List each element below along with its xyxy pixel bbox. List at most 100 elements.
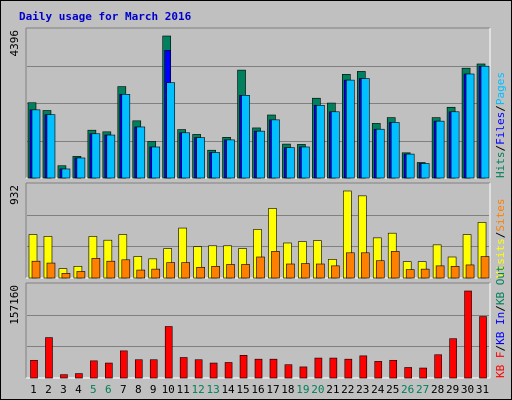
x-tick-day-8: 8 xyxy=(135,383,142,396)
x-tick-day-28: 28 xyxy=(431,383,444,396)
axis-legend-part: KB F xyxy=(494,352,507,379)
day-29-top xyxy=(446,106,460,179)
day-15-middle xyxy=(238,248,250,279)
day-22-top xyxy=(342,74,355,179)
x-tick-day-21: 21 xyxy=(326,383,339,396)
day-17-top xyxy=(267,114,280,179)
day-28-top xyxy=(431,117,445,179)
day-22-bottom xyxy=(344,358,353,379)
axis-legend-bottom: KB F/KB In/KB Out xyxy=(494,265,507,378)
day-17-middle xyxy=(268,208,280,279)
axis-legend-top: Hits/Files/Pages xyxy=(494,72,507,178)
pages-bar xyxy=(286,147,295,179)
pages-bar xyxy=(435,120,445,179)
sites-bar xyxy=(390,251,400,279)
day-9-top xyxy=(147,141,161,179)
sites-bar xyxy=(405,269,415,279)
day-13-bottom xyxy=(209,362,218,379)
x-tick-day-5: 5 xyxy=(90,383,97,396)
kbf-bar xyxy=(45,337,53,379)
sites-bar xyxy=(211,266,220,279)
kbf-bar xyxy=(269,358,278,379)
day-21-top xyxy=(327,102,340,179)
sites-bar xyxy=(360,252,370,279)
day-27-top xyxy=(416,162,430,179)
kbf-bar xyxy=(149,359,158,379)
day-10-bottom xyxy=(164,326,173,379)
day-25-bottom xyxy=(389,359,398,379)
day-2-middle xyxy=(43,236,56,279)
sites-bar xyxy=(346,252,355,279)
sites-bar xyxy=(301,263,310,279)
sites-bar xyxy=(61,273,71,279)
x-tick-day-4: 4 xyxy=(75,383,82,396)
kbf-bar xyxy=(194,359,203,379)
x-tick-day-9: 9 xyxy=(150,383,157,396)
day-16-middle xyxy=(253,229,265,279)
day-23-middle xyxy=(357,195,370,279)
kbf-bar xyxy=(464,290,472,379)
pages-bar xyxy=(465,73,475,179)
day-28-bottom xyxy=(434,354,442,379)
pages-bar xyxy=(181,132,190,179)
axis-legend-part: KB In xyxy=(494,312,507,345)
day-22-middle xyxy=(343,190,355,279)
sites-bar xyxy=(151,268,161,279)
kbf-bar xyxy=(344,358,353,379)
day-3-top xyxy=(57,165,71,179)
day-26-middle xyxy=(402,261,415,279)
sites-bar xyxy=(136,269,146,279)
day-19-middle xyxy=(298,241,310,279)
sites-bar xyxy=(46,262,56,279)
sites-bar xyxy=(331,265,340,279)
axis-legend-part: Pages xyxy=(494,72,507,105)
sites-bar xyxy=(91,258,101,279)
kbf-bar xyxy=(374,361,383,379)
sites-bar xyxy=(480,256,490,279)
pages-bar xyxy=(106,134,116,179)
kbf-bar xyxy=(329,357,338,379)
day-8-bottom xyxy=(134,359,143,379)
sites-bar xyxy=(166,262,176,279)
day-26-bottom xyxy=(404,367,412,379)
kbf-bar xyxy=(105,362,113,379)
pages-bar xyxy=(420,163,430,179)
day-2-bottom xyxy=(45,337,53,379)
sites-bar xyxy=(435,265,445,279)
pages-bar xyxy=(316,105,325,179)
pages-bar xyxy=(450,111,460,179)
kbf-bar xyxy=(314,357,323,379)
day-7-middle xyxy=(118,234,131,279)
day-12-middle xyxy=(193,246,205,279)
day-20-bottom xyxy=(314,357,323,379)
day-6-middle xyxy=(103,239,116,279)
day-16-bottom xyxy=(254,358,263,379)
x-tick-day-3: 3 xyxy=(60,383,67,396)
x-tick-day-27: 27 xyxy=(416,383,429,396)
pages-bar xyxy=(31,109,41,179)
day-30-bottom xyxy=(464,290,472,379)
x-tick-day-14: 14 xyxy=(221,383,235,396)
day-5-top xyxy=(87,129,101,179)
kbf-bar xyxy=(90,360,98,379)
kbf-bar xyxy=(299,366,308,379)
day-9-bottom xyxy=(149,359,158,379)
x-tick-day-12: 12 xyxy=(192,383,205,396)
kbf-bar xyxy=(60,374,68,379)
pages-bar xyxy=(136,126,146,179)
pages-bar xyxy=(121,94,131,179)
day-10-middle xyxy=(163,248,176,279)
day-19-bottom xyxy=(299,366,308,379)
axis-legend-part: / xyxy=(494,105,507,112)
sites-bar xyxy=(181,262,190,279)
day-8-top xyxy=(132,120,146,179)
pages-bar xyxy=(331,111,340,179)
sites-bar xyxy=(76,271,86,279)
day-7-bottom xyxy=(120,350,128,379)
day-17-bottom xyxy=(269,358,278,379)
pages-bar xyxy=(61,168,71,179)
day-4-bottom xyxy=(75,373,83,379)
